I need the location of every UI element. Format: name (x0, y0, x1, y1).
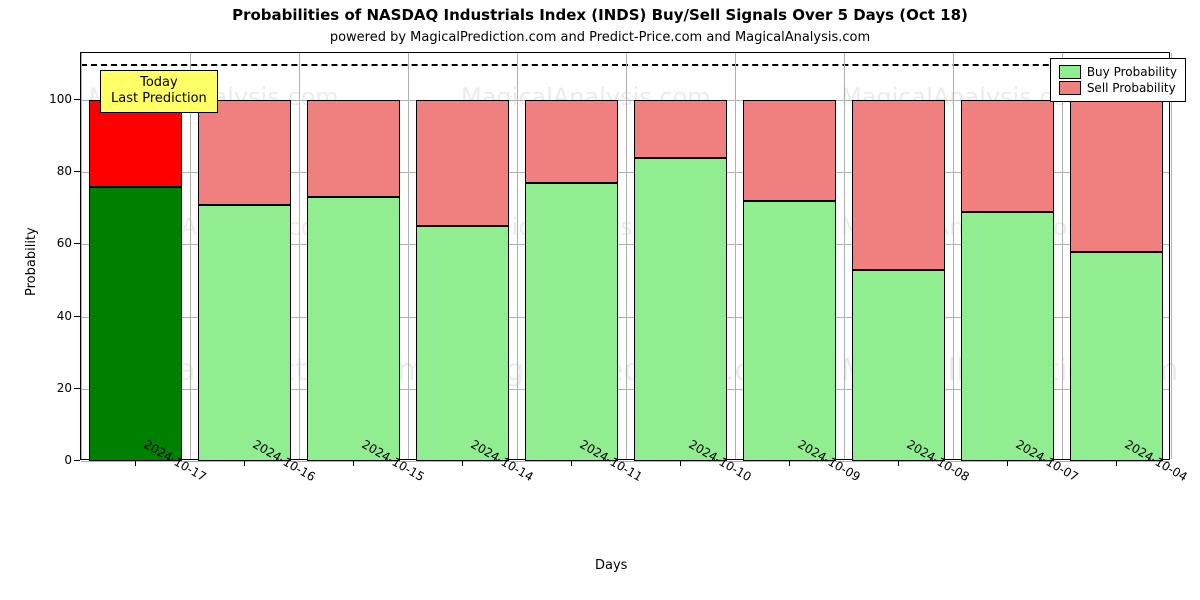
ytick-mark (74, 316, 80, 317)
gridline-vertical (190, 53, 191, 459)
bar-sell (852, 100, 946, 270)
legend-swatch-sell (1059, 81, 1081, 95)
xtick-mark (789, 460, 790, 466)
ytick-label: 20 (32, 381, 72, 395)
gridline-vertical (517, 53, 518, 459)
legend-swatch-buy (1059, 65, 1081, 79)
bar-buy (1070, 252, 1164, 461)
legend-label-buy: Buy Probability (1087, 65, 1177, 79)
bar-buy (634, 158, 728, 461)
chart-subtitle: powered by MagicalPrediction.com and Pre… (0, 30, 1200, 45)
xtick-mark (680, 460, 681, 466)
legend-item-sell: Sell Probability (1059, 81, 1177, 95)
annotation-line: Today (111, 75, 207, 91)
bar-buy (525, 183, 619, 461)
ytick-mark (74, 99, 80, 100)
xtick-mark (353, 460, 354, 466)
ytick-mark (74, 460, 80, 461)
bar-buy (198, 205, 292, 461)
bar-sell (961, 100, 1055, 212)
ytick-mark (74, 243, 80, 244)
gridline-vertical (735, 53, 736, 459)
chart-container: Probabilities of NASDAQ Industrials Inde… (0, 0, 1200, 600)
ytick-label: 0 (32, 453, 72, 467)
gridline-vertical (81, 53, 82, 459)
chart-title: Probabilities of NASDAQ Industrials Inde… (0, 6, 1200, 24)
bar-buy (89, 187, 183, 461)
gridline-vertical (299, 53, 300, 459)
ytick-label: 60 (32, 236, 72, 250)
bar-buy (416, 226, 510, 461)
bar-buy (743, 201, 837, 461)
xtick-mark (1116, 460, 1117, 466)
gridline-vertical (408, 53, 409, 459)
ytick-mark (74, 388, 80, 389)
bar-sell (634, 100, 728, 158)
xtick-mark (1007, 460, 1008, 466)
bar-buy (852, 270, 946, 461)
bar-buy (307, 197, 401, 461)
annotation-line: Last Prediction (111, 91, 207, 107)
xtick-mark (898, 460, 899, 466)
bar-sell (416, 100, 510, 226)
bar-sell (198, 100, 292, 205)
bar-sell (307, 100, 401, 197)
bar-sell (743, 100, 837, 201)
gridline-vertical (844, 53, 845, 459)
gridline-vertical (1062, 53, 1063, 459)
gridline-vertical (1171, 53, 1172, 459)
ytick-label: 100 (32, 92, 72, 106)
xtick-mark (135, 460, 136, 466)
bar-buy (961, 212, 1055, 461)
legend-label-sell: Sell Probability (1087, 81, 1176, 95)
dashed-reference-line (81, 64, 1169, 66)
xtick-mark (244, 460, 245, 466)
bar-sell (1070, 100, 1164, 252)
bar-sell (525, 100, 619, 183)
bar-sell (89, 100, 183, 187)
legend-item-buy: Buy Probability (1059, 65, 1177, 79)
gridline-vertical (953, 53, 954, 459)
plot-area: MagicalAnalysis.com MagicalAnalysis.com … (80, 52, 1170, 460)
gridline-vertical (626, 53, 627, 459)
today-annotation: Today Last Prediction (100, 70, 218, 113)
xtick-mark (571, 460, 572, 466)
legend: Buy Probability Sell Probability (1050, 58, 1186, 102)
ytick-label: 80 (32, 164, 72, 178)
ytick-mark (74, 171, 80, 172)
xtick-mark (462, 460, 463, 466)
ytick-label: 40 (32, 309, 72, 323)
x-axis-label: Days (595, 558, 627, 573)
